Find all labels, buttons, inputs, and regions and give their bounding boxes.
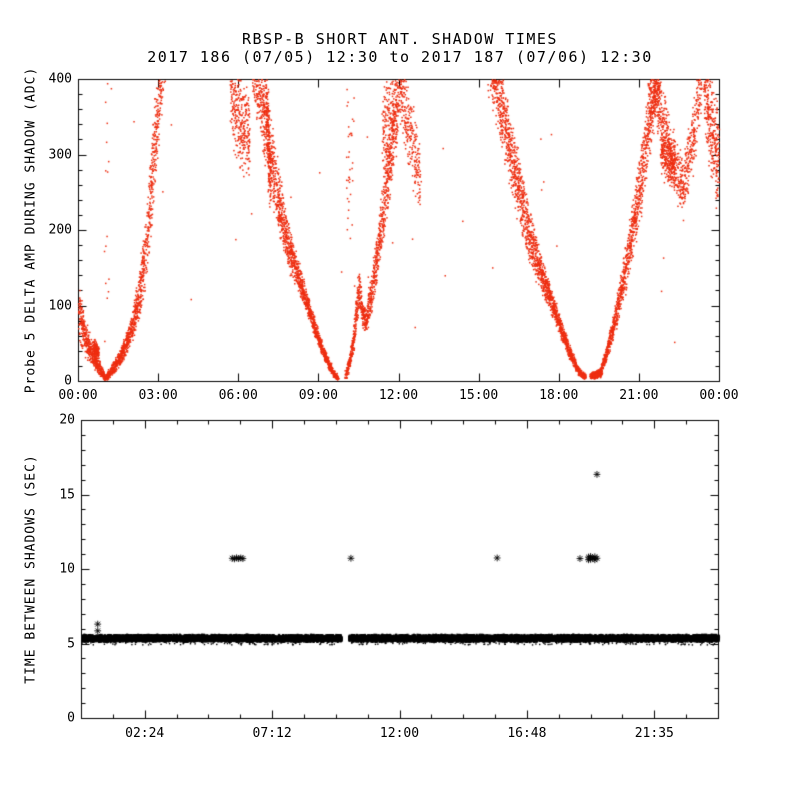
top-x-tick-label: 09:00 [298,388,338,403]
top-y-tick-label: 0 [64,373,72,389]
chart-title: RBSP-B SHORT ANT. SHADOW TIMES [242,30,558,48]
bottom-y-axis-label: TIME BETWEEN SHADOWS (SEC) [23,454,39,684]
chart-subtitle: 2017 186 (07/05) 12:30 to 2017 187 (07/0… [147,48,653,66]
top-x-tick-label: 03:00 [138,388,178,403]
bottom-x-tick-label: 07:12 [252,726,292,741]
bottom-x-tick-label: 16:48 [507,726,547,741]
top-x-tick-label: 00:00 [58,388,98,403]
bottom-y-tick-label: 5 [67,636,75,651]
top-y-tick-label: 100 [48,298,72,313]
top-y-tick-label: 200 [48,222,72,238]
bottom-x-tick-label: 21:35 [634,726,674,741]
bottom-y-tick-label: 0 [67,710,75,726]
bottom-y-tick-label: 20 [59,412,75,428]
bottom-x-tick-label: 12:00 [379,726,420,741]
bottom-y-tick-label: 10 [59,561,75,577]
top-x-tick-label: 06:00 [218,388,258,403]
bottom-y-tick-label: 15 [59,487,75,502]
top-x-tick-label: 21:00 [619,388,659,403]
bottom-x-tick-label: 02:24 [125,726,165,741]
top-x-tick-label: 12:00 [378,388,419,403]
top-y-tick-label: 300 [48,147,72,162]
top-y-tick-label: 400 [48,71,72,87]
top-y-axis-label: Probe 5 DELTA AMP DURING SHADOW (ADC) [23,66,39,394]
top-x-tick-label: 15:00 [459,388,499,403]
top-x-tick-label: 00:00 [699,388,739,403]
top-x-tick-label: 18:00 [539,388,579,403]
